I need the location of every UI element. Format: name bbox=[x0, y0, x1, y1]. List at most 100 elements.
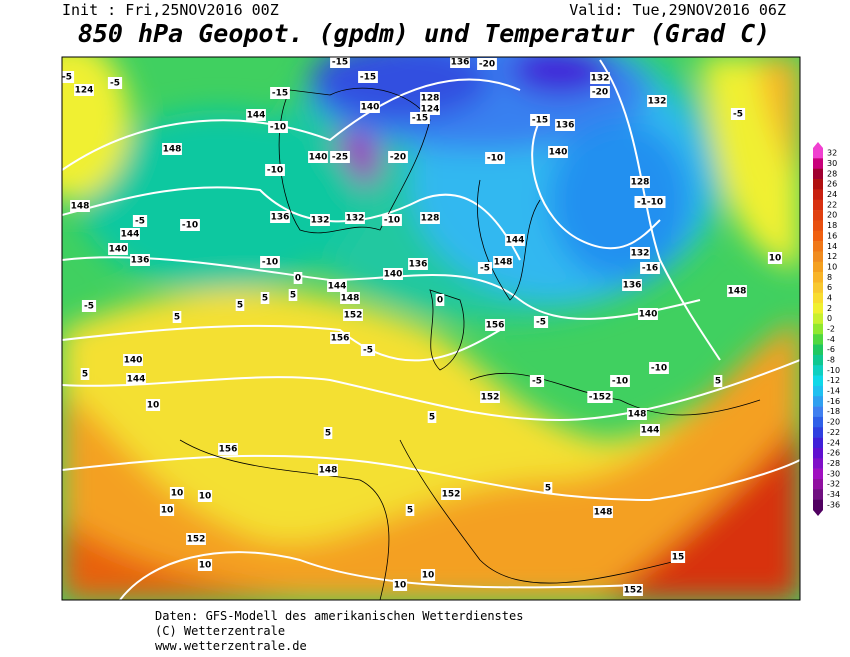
colorbar-swatch bbox=[813, 478, 823, 490]
colorbar-swatch bbox=[813, 375, 823, 387]
contour-label-box bbox=[308, 151, 328, 163]
colorbar-bottom-arrow bbox=[813, 510, 823, 516]
contour-label: -152 bbox=[589, 393, 612, 403]
colorbar-label: -10 bbox=[827, 366, 840, 375]
colorbar-label: -36 bbox=[827, 500, 840, 509]
colorbar-label: 6 bbox=[827, 283, 832, 292]
contour-label-box bbox=[450, 57, 470, 68]
contour-label: 140 bbox=[384, 270, 403, 280]
contour-label-box bbox=[172, 311, 182, 323]
contour-label: 5 bbox=[545, 484, 551, 494]
contour-label-box bbox=[358, 71, 378, 83]
contour-label: 5 bbox=[290, 291, 296, 301]
contour-label: 148 bbox=[628, 410, 647, 420]
contour-label: 148 bbox=[341, 294, 360, 304]
colorbar-swatch bbox=[813, 241, 823, 252]
contour-label-box bbox=[126, 373, 146, 385]
contour-label-box bbox=[392, 579, 408, 591]
contour-label: 136 bbox=[556, 121, 575, 131]
contour-label: 128 bbox=[421, 214, 440, 224]
colorbar-swatch bbox=[813, 189, 823, 201]
contour-label: 140 bbox=[361, 103, 380, 113]
contour-label-box bbox=[533, 316, 549, 328]
contour-label: 132 bbox=[346, 214, 365, 224]
contour-label: 156 bbox=[219, 445, 238, 455]
contour-label-box bbox=[640, 262, 660, 274]
colorbar-label: -30 bbox=[827, 469, 840, 478]
contour-label-box bbox=[345, 212, 365, 224]
colorbar-label: 28 bbox=[827, 169, 837, 178]
contour-label: 144 bbox=[121, 230, 140, 240]
colorbar-swatch bbox=[813, 303, 823, 314]
contour-label-box bbox=[593, 506, 613, 518]
colorbar-label: 2 bbox=[827, 304, 832, 313]
contour-label-box bbox=[108, 243, 128, 255]
contour-label: 144 bbox=[328, 282, 347, 292]
contour-label: 10 bbox=[769, 254, 782, 264]
contour-label: 132 bbox=[591, 74, 610, 84]
contour-label-box bbox=[268, 121, 288, 133]
contour-label: 140 bbox=[309, 153, 328, 163]
contour-label-box bbox=[529, 375, 545, 387]
contour-label-box bbox=[260, 256, 280, 268]
contour-label-box bbox=[218, 443, 238, 455]
colorbar-swatch bbox=[813, 334, 823, 345]
colorbar-swatch bbox=[813, 199, 823, 211]
colorbar-swatch bbox=[813, 385, 823, 397]
temperature-field bbox=[62, 57, 800, 600]
contour-label-box bbox=[634, 196, 666, 208]
colorbar-label: 4 bbox=[827, 293, 832, 302]
contour-label: -10 bbox=[612, 377, 628, 387]
contour-label-box bbox=[107, 77, 123, 89]
contour-label-box bbox=[186, 533, 206, 545]
contour-label-box bbox=[120, 228, 140, 240]
colorbar-label: -16 bbox=[827, 397, 840, 406]
contour-label: 10 bbox=[199, 492, 212, 502]
contour-label-box bbox=[670, 551, 686, 563]
contour-label: 136 bbox=[131, 256, 150, 266]
contour-label-box bbox=[420, 92, 440, 104]
contour-label-box bbox=[555, 119, 575, 131]
contour-label-box bbox=[180, 219, 200, 231]
contour-label: 144 bbox=[641, 426, 660, 436]
colorbar-swatch bbox=[813, 292, 823, 304]
contour-label: 132 bbox=[648, 97, 667, 107]
colorbar-label: -2 bbox=[827, 325, 835, 334]
contour-label-box bbox=[159, 504, 175, 516]
colorbar-label: 18 bbox=[827, 221, 837, 230]
contour-label: 156 bbox=[331, 334, 350, 344]
contour-label: -5 bbox=[363, 346, 373, 356]
colorbar-swatch bbox=[813, 220, 823, 232]
contour-label: 148 bbox=[728, 287, 747, 297]
contour-label-box bbox=[405, 504, 415, 516]
footer-source: Daten: GFS-Modell des amerikanischen Wet… bbox=[155, 609, 523, 623]
contour-label-box bbox=[62, 71, 75, 83]
contour-label: 0 bbox=[295, 274, 301, 284]
contour-label-box bbox=[420, 212, 440, 224]
contour-label-box bbox=[330, 151, 350, 163]
colorbar-label: 10 bbox=[827, 262, 837, 271]
colorbar-swatch bbox=[813, 282, 823, 294]
contour-label-box bbox=[410, 112, 430, 124]
colorbar-swatch bbox=[813, 168, 823, 180]
init-time: Init : Fri,25NOV2016 00Z bbox=[62, 1, 279, 19]
contour-label: -10 bbox=[384, 216, 400, 226]
contour-label-box bbox=[360, 101, 380, 113]
colorbar-swatch bbox=[813, 261, 823, 273]
colorbar-label: -24 bbox=[827, 438, 840, 447]
colorbar-label: -8 bbox=[827, 356, 835, 365]
contour-label-box bbox=[81, 300, 97, 312]
colorbar-label: 16 bbox=[827, 231, 837, 240]
contour-label: 10 bbox=[147, 401, 160, 411]
colorbar-label: 0 bbox=[827, 314, 832, 323]
contour-label-box bbox=[493, 256, 513, 268]
colorbar-swatch bbox=[813, 499, 823, 511]
coastlines bbox=[179, 87, 761, 600]
contour-label: -15 bbox=[272, 89, 288, 99]
contour-label-box bbox=[70, 200, 90, 212]
contour-label: 152 bbox=[624, 586, 643, 596]
colorbar-swatch bbox=[813, 447, 823, 459]
contour-label: 140 bbox=[109, 245, 128, 255]
contour-label-box bbox=[383, 268, 403, 280]
contour-label-box bbox=[408, 258, 428, 270]
